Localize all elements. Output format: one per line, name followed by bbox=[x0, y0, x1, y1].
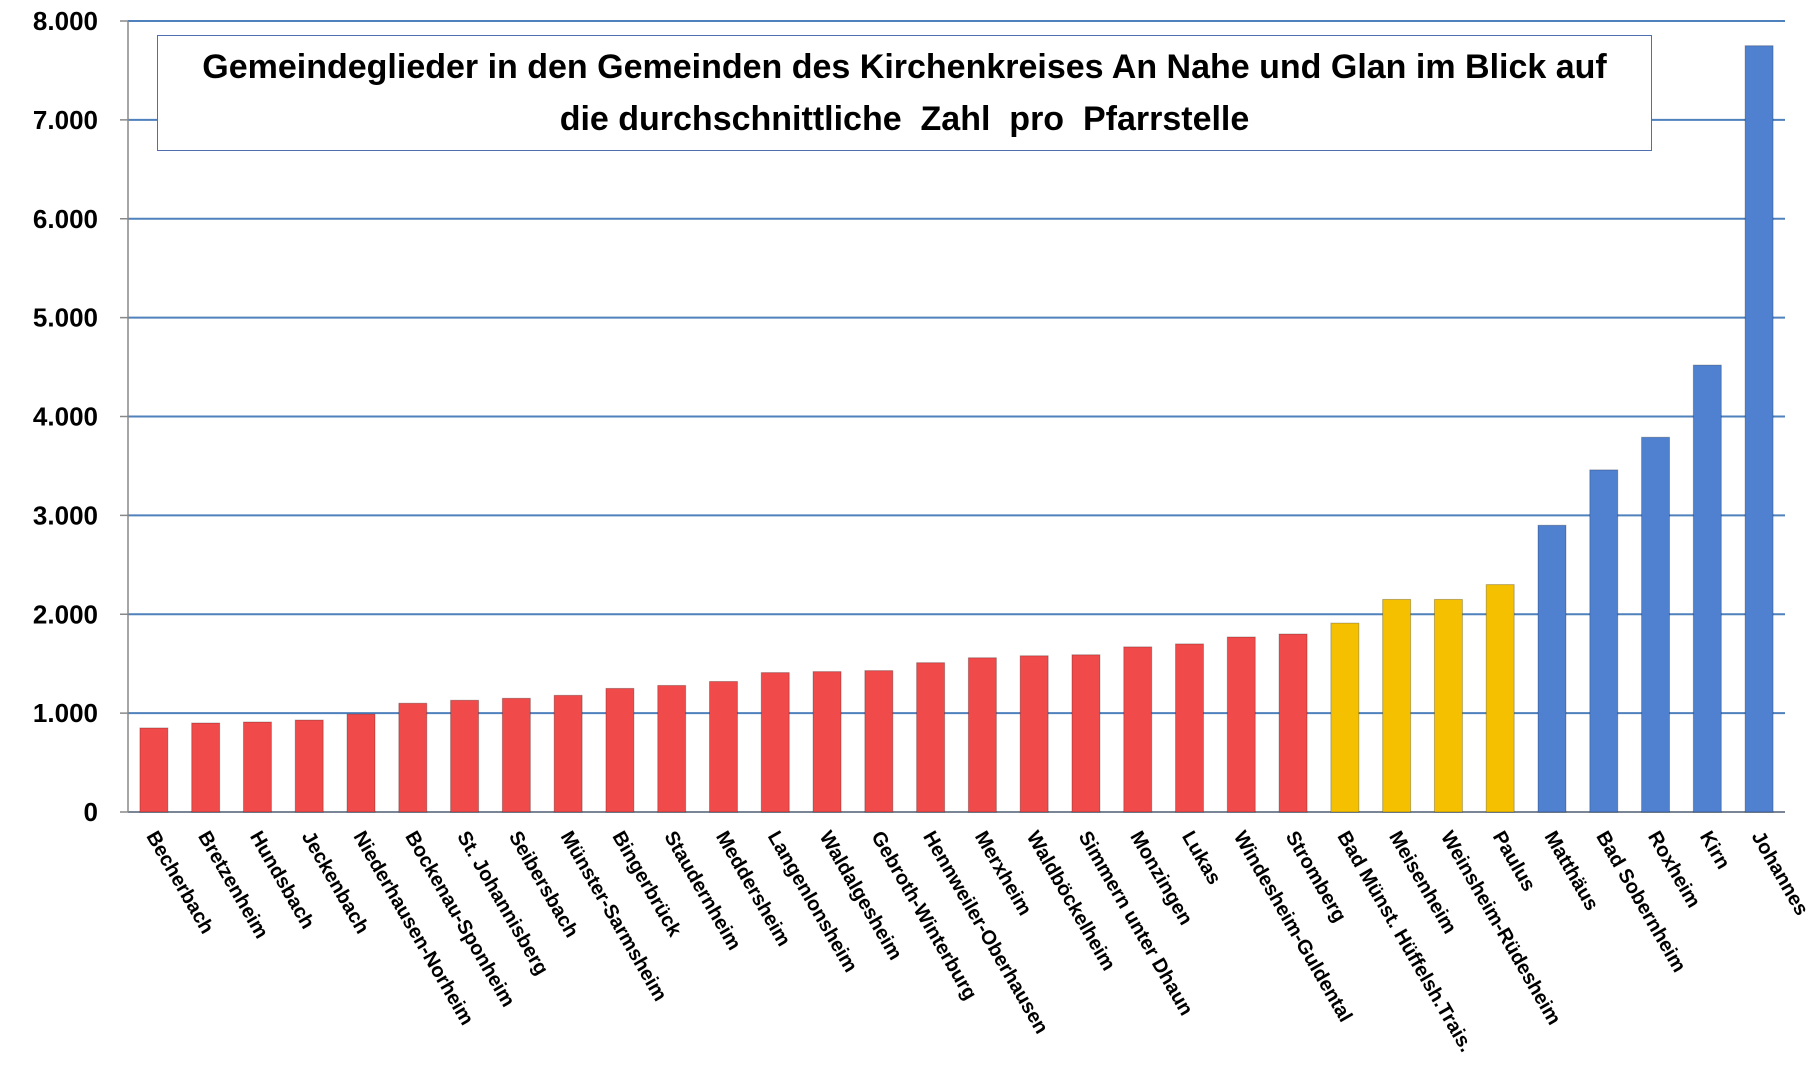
bar bbox=[1123, 646, 1153, 813]
bar bbox=[967, 657, 997, 813]
bar bbox=[1537, 524, 1567, 813]
bar bbox=[1019, 655, 1049, 813]
bar bbox=[1692, 364, 1722, 813]
x-tick-label: Paulus bbox=[1488, 828, 1540, 896]
bar bbox=[191, 722, 221, 813]
y-tick-label: 6.000 bbox=[33, 204, 98, 234]
bar bbox=[916, 662, 946, 813]
bar bbox=[1485, 584, 1515, 813]
x-tick-label: St. Johannisberg bbox=[452, 828, 552, 980]
x-tick-label: Johannes bbox=[1747, 828, 1813, 920]
x-tick-label: Kirn bbox=[1695, 828, 1734, 874]
bar bbox=[346, 713, 376, 813]
bar bbox=[294, 719, 324, 813]
bar bbox=[657, 684, 687, 813]
bar bbox=[760, 672, 790, 813]
bar bbox=[1641, 436, 1671, 813]
y-tick-label: 1.000 bbox=[33, 698, 98, 728]
bar bbox=[1433, 598, 1463, 813]
bar bbox=[501, 697, 531, 813]
y-tick-label: 0 bbox=[84, 797, 98, 827]
bar bbox=[1071, 654, 1101, 813]
y-tick-label: 5.000 bbox=[33, 303, 98, 333]
bar bbox=[709, 680, 738, 813]
bar bbox=[1744, 45, 1774, 813]
bar bbox=[1226, 636, 1256, 813]
bar bbox=[450, 699, 480, 813]
x-tick-label: Lukas bbox=[1177, 828, 1225, 889]
y-tick-label: 4.000 bbox=[33, 402, 98, 432]
bar bbox=[812, 671, 842, 813]
bar bbox=[1175, 643, 1204, 813]
bar bbox=[242, 721, 272, 813]
bar bbox=[1278, 633, 1308, 813]
bar bbox=[139, 727, 169, 813]
chart-title: Gemeindeglieder in den Gemeinden des Kir… bbox=[157, 35, 1652, 151]
bar bbox=[398, 702, 428, 813]
y-tick-label: 2.000 bbox=[33, 599, 98, 629]
bar bbox=[1589, 469, 1619, 813]
bar bbox=[605, 687, 635, 813]
bar bbox=[1330, 622, 1360, 813]
y-tick-label: 7.000 bbox=[33, 105, 98, 135]
y-tick-label: 8.000 bbox=[33, 6, 98, 36]
bar bbox=[553, 694, 583, 813]
bar bbox=[864, 670, 894, 813]
bar bbox=[1382, 598, 1412, 813]
y-tick-label: 3.000 bbox=[33, 500, 98, 530]
